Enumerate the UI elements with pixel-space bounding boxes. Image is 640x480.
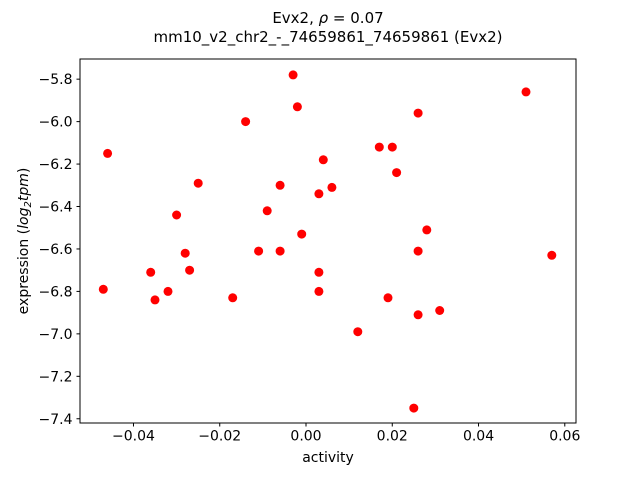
data-point <box>314 286 324 296</box>
y-tick-label: −7.2 <box>39 369 73 385</box>
y-tick-label: −7.4 <box>39 412 73 428</box>
data-point <box>409 403 419 413</box>
data-point <box>318 155 328 165</box>
data-point <box>413 310 423 320</box>
y-tick-label: −6.6 <box>39 242 73 258</box>
y-axis-label: expression (log2tpm) <box>16 168 34 315</box>
x-tick-label: −0.04 <box>112 429 155 445</box>
y-tick-label: −6.2 <box>39 157 73 173</box>
data-point <box>180 248 190 258</box>
data-point <box>288 70 298 80</box>
data-point <box>241 117 251 127</box>
data-point <box>392 168 402 178</box>
x-tick-label: 0.00 <box>290 429 321 445</box>
y-tick-label: −6.0 <box>39 115 73 131</box>
y-tick-label: −5.8 <box>39 72 73 88</box>
data-point <box>254 246 264 256</box>
x-tick-label: −0.02 <box>198 429 241 445</box>
data-point <box>413 246 423 256</box>
data-point <box>150 295 160 305</box>
x-axis-label: activity <box>302 450 354 466</box>
title-gene: Evx2, <box>272 9 319 27</box>
data-point <box>262 206 272 216</box>
data-point <box>228 293 238 303</box>
data-point <box>314 189 324 199</box>
data-point <box>387 142 397 152</box>
ylabel-suffix: ) <box>16 167 32 174</box>
data-point <box>383 293 393 303</box>
chart-subtitle: mm10_v2_chr2_-_74659861_74659861 (Evx2) <box>153 28 503 46</box>
data-point <box>297 229 307 239</box>
chart-title-block: Evx2, ρ = 0.07 mm10_v2_chr2_-_74659861_7… <box>28 9 628 47</box>
ylabel-tpm: tpm <box>16 173 32 202</box>
data-point <box>435 306 445 315</box>
data-point <box>193 178 203 188</box>
ylabel-log: log <box>16 207 32 229</box>
axes-frame <box>79 58 577 424</box>
y-tick-label: −7.0 <box>39 327 73 343</box>
data-point <box>314 267 324 277</box>
data-point <box>422 225 432 235</box>
data-point <box>98 284 108 294</box>
data-point <box>275 246 285 256</box>
data-point <box>521 87 531 97</box>
data-point <box>103 148 113 158</box>
ylabel-subscript: 2 <box>23 201 34 208</box>
data-point <box>163 286 173 296</box>
data-point <box>185 265 195 275</box>
data-point <box>374 142 384 152</box>
x-tick-label: 0.04 <box>463 429 494 445</box>
rho-symbol: ρ <box>318 9 329 27</box>
data-point <box>275 180 285 190</box>
data-point <box>413 108 423 118</box>
data-point <box>327 182 337 192</box>
y-tick-label: −6.8 <box>39 284 73 300</box>
data-point <box>172 210 182 220</box>
data-point <box>353 327 363 337</box>
x-tick-label: 0.02 <box>377 429 408 445</box>
y-tick-label: −6.4 <box>39 200 73 216</box>
ylabel-prefix: expression ( <box>16 228 32 315</box>
x-tick-label: 0.06 <box>549 429 580 445</box>
data-point <box>146 267 156 277</box>
data-point <box>547 250 557 260</box>
title-rho-value: = 0.07 <box>328 9 384 27</box>
chart-title: Evx2, ρ = 0.07 <box>28 9 628 28</box>
data-point <box>292 102 302 112</box>
